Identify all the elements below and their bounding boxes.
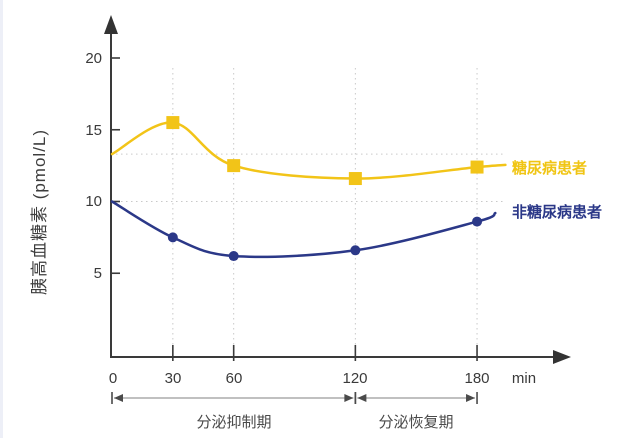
y-tick-label-15: 15 xyxy=(85,122,102,139)
series-markers xyxy=(166,116,484,262)
x-tick-label-0: 0 xyxy=(109,370,117,387)
y-tick-label-20: 20 xyxy=(85,50,102,67)
v-gridlines xyxy=(172,68,478,357)
phase-arrowhead-right xyxy=(344,394,354,402)
x-axis-unit-label: min xyxy=(512,370,536,387)
axes xyxy=(104,15,571,364)
legend-label-nondiabetic: 非糖尿病患者 xyxy=(512,204,603,221)
y-axis-arrowhead xyxy=(104,15,118,34)
circle-marker xyxy=(167,232,178,243)
series-line xyxy=(110,200,497,259)
phase-label-recovery: 分泌恢复期 xyxy=(378,414,454,431)
x-tick-label-30: 30 xyxy=(165,370,182,387)
phase-label-inhibition: 分泌抑制期 xyxy=(196,414,272,431)
square-marker xyxy=(227,159,241,173)
circle-marker xyxy=(472,216,483,227)
x-tick-label-120: 120 xyxy=(342,370,367,387)
series-line xyxy=(110,121,507,180)
phase-arrowhead-left xyxy=(357,394,367,402)
legend-label-diabetic: 糖尿病患者 xyxy=(512,160,588,177)
x-tick-label-180: 180 xyxy=(464,370,489,387)
phase-arrowhead-left xyxy=(114,394,123,402)
h-reference-lines xyxy=(111,153,506,202)
x-axis-arrowhead xyxy=(553,350,571,364)
left-edge-strip xyxy=(0,0,3,438)
y-tick-label-10: 10 xyxy=(85,193,102,210)
square-marker xyxy=(348,172,362,186)
phase-arrows xyxy=(111,392,478,404)
circle-marker xyxy=(228,251,239,262)
circle-marker xyxy=(350,245,361,256)
square-marker xyxy=(470,160,484,174)
y-axis-title: 胰高血糖素 (pmol/L) xyxy=(30,129,49,295)
x-tick-label-60: 60 xyxy=(226,370,243,387)
axis-ticks xyxy=(111,57,478,361)
square-marker xyxy=(166,116,180,130)
y-tick-label-5: 5 xyxy=(94,265,102,282)
phase-arrowhead-right xyxy=(466,394,476,402)
